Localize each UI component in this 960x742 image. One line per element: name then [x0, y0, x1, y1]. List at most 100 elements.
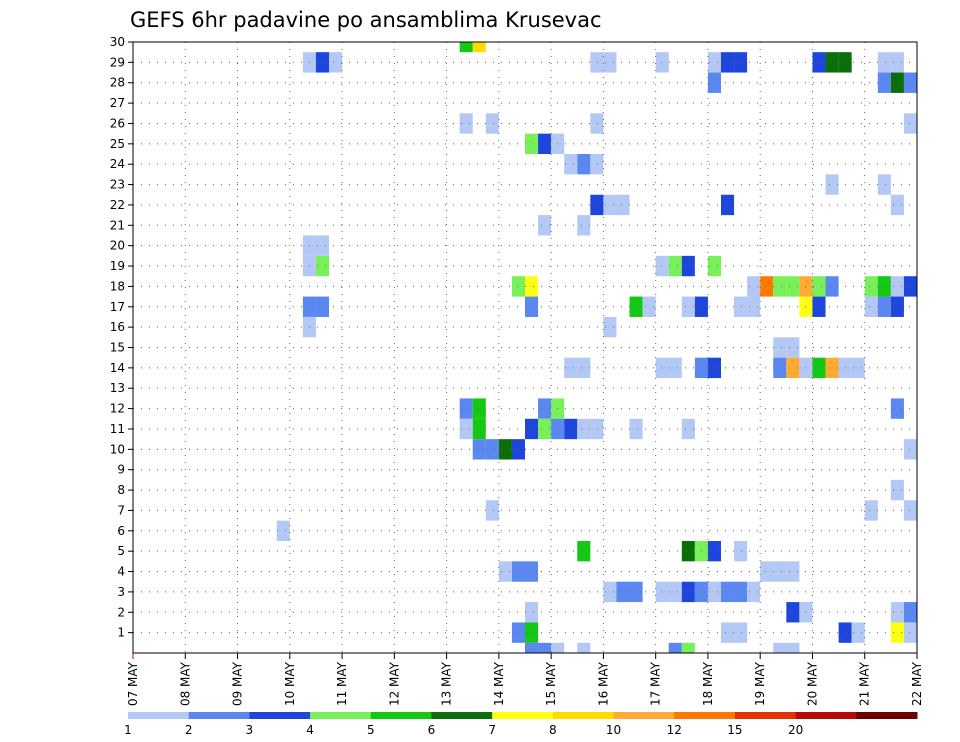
legend-swatch: [188, 712, 250, 719]
y-tick-label: 3: [117, 585, 125, 599]
precip-cell: [525, 418, 539, 440]
y-tick-label: 22: [110, 198, 125, 212]
precip-cell: [721, 52, 735, 73]
precip-cell: [786, 602, 800, 623]
precip-cell: [864, 276, 878, 297]
precip-cell: [681, 418, 695, 440]
precip-cell: [564, 418, 578, 440]
x-tick-label: 16 MAY: [596, 661, 610, 706]
precip-cell: [655, 581, 669, 603]
precip-cell: [603, 316, 617, 338]
legend-label: 10: [606, 723, 621, 737]
precip-cell: [511, 622, 525, 643]
legend-label: 2: [185, 723, 193, 737]
precip-cell: [577, 154, 591, 175]
precip-cell: [603, 581, 617, 603]
precip-cell: [485, 439, 499, 460]
x-tick-label: 14 MAY: [492, 661, 506, 706]
x-tick-label: 13 MAY: [440, 661, 454, 706]
x-tick-label: 08 MAY: [178, 661, 192, 706]
precip-cell: [773, 276, 787, 297]
y-tick-label: 20: [110, 239, 125, 253]
precip-cell: [472, 418, 486, 440]
x-tick-label: 19 MAY: [753, 661, 767, 706]
x-tick-label: 21 MAY: [858, 661, 872, 706]
y-tick-label: 1: [117, 626, 125, 640]
precip-cell: [760, 561, 774, 582]
precip-cell: [903, 602, 917, 623]
precip-cell: [864, 500, 878, 521]
precip-cell: [786, 561, 800, 582]
precip-cell: [668, 642, 682, 653]
precip-cell: [707, 255, 721, 277]
precip-cell: [629, 296, 643, 317]
precip-cell: [577, 215, 591, 236]
precip-cell: [825, 174, 839, 195]
precip-cell: [603, 194, 617, 216]
precip-cell: [655, 52, 669, 73]
y-tick-label: 5: [117, 544, 125, 558]
precip-cell: [903, 72, 917, 93]
y-tick-label: 15: [110, 341, 125, 355]
precip-cell: [734, 52, 748, 73]
legend-swatch: [249, 712, 311, 719]
precip-cell: [590, 113, 604, 134]
y-tick-label: 21: [110, 218, 125, 232]
precip-cell: [851, 357, 865, 379]
precip-cell: [903, 439, 917, 460]
precip-cell: [877, 52, 891, 73]
precip-cell: [577, 418, 591, 440]
precip-cell: [773, 561, 787, 582]
legend-label: 20: [788, 723, 803, 737]
legend-swatch: [370, 712, 432, 719]
precip-cell: [629, 581, 643, 603]
precip-cell: [459, 42, 473, 53]
x-tick-label: 11 MAY: [335, 661, 349, 706]
precip-cell: [538, 418, 552, 440]
precip-cell: [681, 540, 695, 562]
precip-cell: [890, 296, 904, 317]
precip-cell: [525, 133, 539, 155]
precip-cell: [616, 194, 630, 216]
precip-cell: [851, 622, 865, 643]
y-tick-label: 27: [110, 96, 125, 110]
precip-cell: [877, 174, 891, 195]
legend-label: 6: [428, 723, 436, 737]
precip-cell: [525, 622, 539, 643]
precip-cell: [511, 439, 525, 460]
precip-cell: [890, 72, 904, 93]
y-tick-label: 12: [110, 402, 125, 416]
precip-cell: [890, 479, 904, 501]
precip-cell: [681, 581, 695, 603]
precip-cell: [721, 581, 735, 603]
precip-cell: [786, 276, 800, 297]
precip-cell: [329, 52, 343, 73]
precip-cell: [511, 561, 525, 582]
x-tick-label: 07 MAY: [126, 661, 140, 706]
y-tick-label: 6: [117, 524, 125, 538]
precip-cell: [825, 52, 839, 73]
legend-label: 12: [667, 723, 682, 737]
legend-swatch: [310, 712, 372, 719]
legend-label: 15: [727, 723, 742, 737]
precip-cell: [525, 642, 539, 653]
precip-cell: [668, 357, 682, 379]
precip-cell: [890, 276, 904, 297]
y-tick-label: 13: [110, 381, 125, 395]
precip-cell: [525, 602, 539, 623]
precip-cell: [577, 540, 591, 562]
legend-swatch: [492, 712, 554, 719]
precip-cell: [315, 255, 329, 277]
y-tick-label: 28: [110, 76, 125, 90]
legend-swatch: [734, 712, 797, 719]
precip-cell: [903, 113, 917, 134]
y-tick-label: 18: [110, 279, 125, 293]
legend-swatch: [613, 712, 675, 719]
y-tick-label: 26: [110, 116, 125, 130]
precip-cell: [721, 194, 735, 216]
x-axis: 07 MAY 08 MAY 09 MAY 10 MAY 11 MAY 12 MAY 13 M…: [126, 653, 924, 706]
precip-cell: [734, 540, 748, 562]
precip-cell: [890, 622, 904, 643]
precip-cell: [707, 357, 721, 379]
precip-cell: [786, 337, 800, 358]
